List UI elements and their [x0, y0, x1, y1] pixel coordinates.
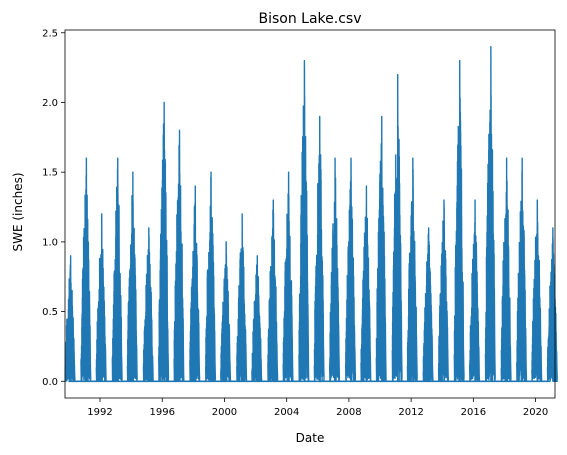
y-tick-label: 1.0 [42, 237, 58, 248]
season-trace-1997 [173, 129, 185, 382]
y-tick-label: 0.5 [42, 307, 58, 318]
season-trace-2017 [484, 46, 497, 382]
season-trace-1994 [126, 171, 138, 382]
x-tick-label: 1996 [150, 407, 175, 418]
season-trace-1996 [158, 101, 170, 382]
swe-series [64, 46, 559, 383]
x-tick-label: 2004 [274, 407, 299, 418]
x-tick-label: 1992 [87, 407, 112, 418]
season-trace-1990 [64, 255, 76, 382]
plot-area [64, 46, 559, 383]
season-trace-2010 [375, 115, 387, 382]
season-trace-1993 [111, 157, 123, 382]
y-tick-label: 2.5 [42, 28, 58, 39]
season-trace-2005 [298, 59, 310, 382]
x-tick-label: 2008 [336, 407, 361, 418]
y-axis-ticks: 0.0 0.5 1.0 1.5 2.0 2.5 [42, 28, 65, 388]
season-trace-2015 [453, 59, 465, 382]
season-trace-2012 [406, 157, 418, 382]
season-trace-2011 [391, 73, 403, 382]
season-trace-2006 [313, 115, 325, 382]
x-tick-label: 2016 [461, 407, 486, 418]
axes-frame [64, 29, 556, 399]
season-trace-1999 [204, 171, 217, 382]
season-trace-2002 [251, 255, 263, 382]
season-trace-2014 [437, 199, 450, 382]
season-trace-2001 [236, 213, 248, 382]
season-trace-1991 [80, 157, 92, 382]
season-trace-2004 [282, 171, 294, 382]
x-axis-label: Date [296, 431, 325, 445]
season-trace-2000 [220, 241, 232, 382]
season-trace-2016 [468, 199, 481, 382]
season-trace-2007 [328, 157, 341, 382]
season-trace-2008 [344, 157, 357, 382]
y-tick-label: 2.0 [42, 98, 58, 109]
y-tick-label: 1.5 [42, 168, 58, 179]
season-trace-2019 [516, 157, 528, 382]
season-trace-2021 [546, 227, 559, 382]
season-trace-2020 [531, 199, 543, 382]
x-axis-ticks: 1992 1996 2000 2004 2008 2012 2016 2020 [87, 398, 548, 418]
chart-title: Bison Lake.csv [258, 11, 361, 27]
y-tick-label: 0.0 [42, 377, 58, 388]
season-trace-1998 [189, 185, 201, 382]
season-trace-2009 [360, 185, 372, 382]
season-trace-2003 [267, 199, 279, 382]
season-trace-1995 [142, 227, 154, 382]
season-trace-1992 [95, 213, 107, 382]
season-trace-2013 [422, 227, 434, 382]
x-tick-label: 2000 [212, 407, 237, 418]
season-trace-2018 [500, 157, 512, 382]
x-tick-label: 2020 [523, 407, 548, 418]
y-axis-label: SWE (inches) [11, 172, 25, 251]
x-tick-label: 2012 [398, 407, 423, 418]
